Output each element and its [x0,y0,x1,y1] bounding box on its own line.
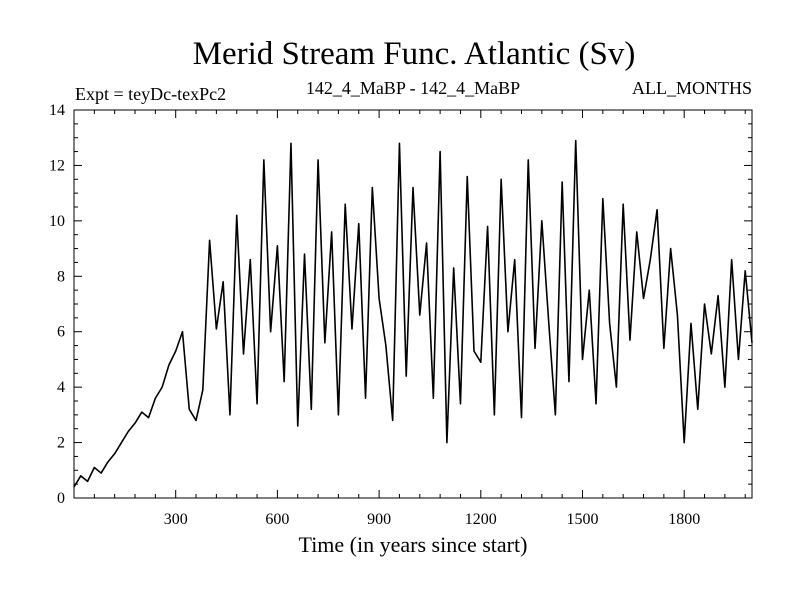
series-layer [73,139,753,488]
axes-layer: 300 600 900 1200 1500 1800 0 2 4 6 8 10 12 14 [49,102,752,528]
chart-subtitle-months: ALL_MONTHS [632,78,752,98]
x-tick-label: 300 [164,511,188,528]
y-tick-label: 8 [57,268,65,285]
x-tick-label: 1200 [465,511,497,528]
chart-title: Merid Stream Func. Atlantic (Sv) [193,36,636,72]
plot-frame [73,109,753,499]
x-tick-label: 1500 [567,511,599,528]
chart-subtitle-period: 142_4_MaBP - 142_4_MaBP [306,78,520,98]
y-tick-label: 14 [49,102,65,119]
x-tick-label: 1800 [668,511,700,528]
y-tick-label: 6 [57,324,65,341]
x-axis-label: Time (in years since start) [299,532,528,557]
y-tick-label: 10 [49,213,65,230]
chart-subtitle-experiment: Expt = teyDc-texPc2 [75,84,226,104]
y-tick-label: 0 [57,490,65,507]
series-line [73,139,753,488]
y-tick-label: 12 [49,157,65,174]
x-tick-label: 900 [367,511,391,528]
x-tick-label: 600 [265,511,289,528]
y-tick-label: 4 [57,379,65,396]
y-tick-label: 2 [57,435,65,452]
